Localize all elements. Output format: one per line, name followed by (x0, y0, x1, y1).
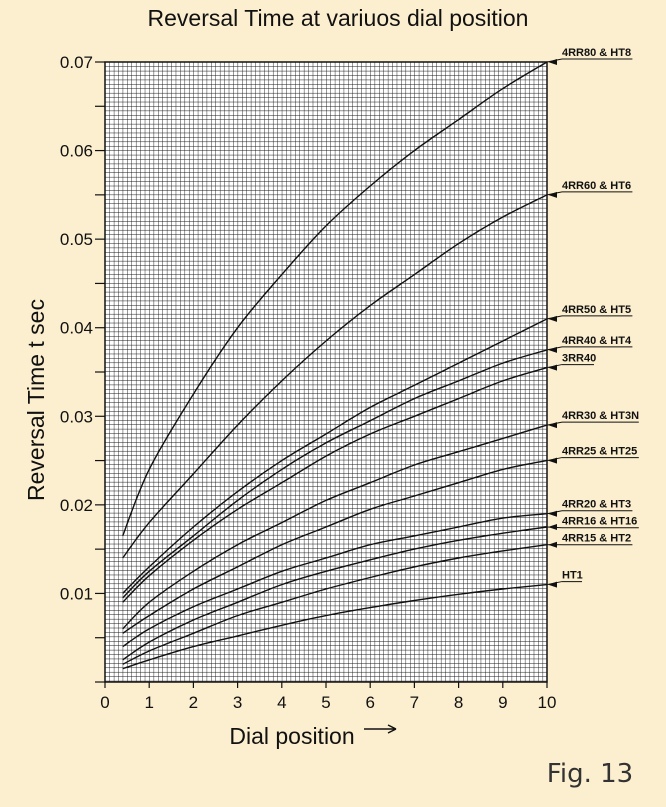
series-line (122, 61, 548, 537)
x-tick-label: 2 (189, 693, 198, 712)
series-labels: 4RR80 & HT8 4RR60 & HT6 4RR50 & HT5 4RR40 &… (546, 47, 639, 588)
x-tick-label: 10 (538, 693, 557, 712)
x-axis-label: Dial position (229, 723, 354, 749)
x-tick-label: 4 (277, 693, 286, 712)
y-tick-label: 0.01 (60, 584, 93, 603)
series-line (122, 318, 548, 594)
x-tick-label: 0 (100, 693, 109, 712)
y-axis: 0.01 0.02 0.03 0.04 0.05 0.06 0.07 (60, 53, 105, 683)
x-tick-label: 1 (144, 693, 153, 712)
series-arrow-icon (548, 581, 557, 588)
series-label: 4RR25 & HT25 (562, 446, 637, 458)
x-tick-label: 8 (454, 693, 463, 712)
series-line (122, 583, 548, 670)
y-tick-label: 0.07 (60, 53, 93, 72)
y-tick-label: 0.02 (60, 496, 93, 515)
x-tick-label: 3 (233, 693, 242, 712)
series-label: 4RR20 & HT3 (562, 499, 631, 511)
series-label: 4RR60 & HT6 (562, 180, 631, 192)
series-label: 4RR15 & HT2 (562, 533, 631, 545)
series-line (122, 424, 548, 630)
chart-title: Reversal Time at variuos dial position (148, 5, 529, 31)
series-label: 4RR80 & HT8 (562, 47, 631, 59)
series-line (122, 526, 548, 661)
series-arrow-icon (548, 315, 557, 322)
series-arrow-icon (548, 346, 557, 353)
series-label: 4RR40 & HT4 (562, 335, 632, 347)
series-label: 4RR30 & HT3N (562, 410, 639, 422)
x-axis: 0 1 2 3 4 5 6 7 8 9 10 (100, 682, 556, 712)
series-arrow-icon (548, 59, 557, 65)
y-tick-label: 0.06 (60, 142, 93, 161)
series-line (122, 544, 548, 665)
series-arrow-icon (548, 191, 557, 198)
y-tick-label: 0.03 (60, 407, 93, 426)
series-arrow-icon (548, 457, 557, 464)
series-line (122, 366, 548, 603)
series-label: 4RR16 & HT16 (562, 516, 637, 528)
figure-label: Fig. 13 (547, 759, 633, 789)
series-label: HT1 (562, 570, 583, 582)
x-tick-label: 5 (321, 693, 330, 712)
plot-area (104, 61, 548, 683)
series-line (122, 194, 548, 559)
x-tick-label: 9 (498, 693, 507, 712)
series-lines (122, 61, 548, 670)
series-line (122, 349, 548, 599)
y-tick-label: 0.04 (60, 319, 93, 338)
series-line (122, 459, 548, 634)
series-arrow-icon (548, 524, 557, 530)
y-tick-label: 0.05 (60, 230, 93, 249)
series-arrow-icon (548, 510, 557, 517)
series-arrow-icon (548, 422, 557, 429)
x-axis-arrow-icon (364, 724, 397, 734)
series-arrow-icon (548, 541, 557, 548)
x-tick-label: 7 (410, 693, 419, 712)
x-tick-label: 6 (365, 693, 374, 712)
series-label: 4RR50 & HT5 (562, 304, 631, 316)
series-arrow-icon (548, 364, 557, 371)
series-label: 3RR40 (562, 353, 596, 365)
y-axis-label: Reversal Time t sec (23, 299, 49, 501)
series-line (122, 513, 548, 648)
